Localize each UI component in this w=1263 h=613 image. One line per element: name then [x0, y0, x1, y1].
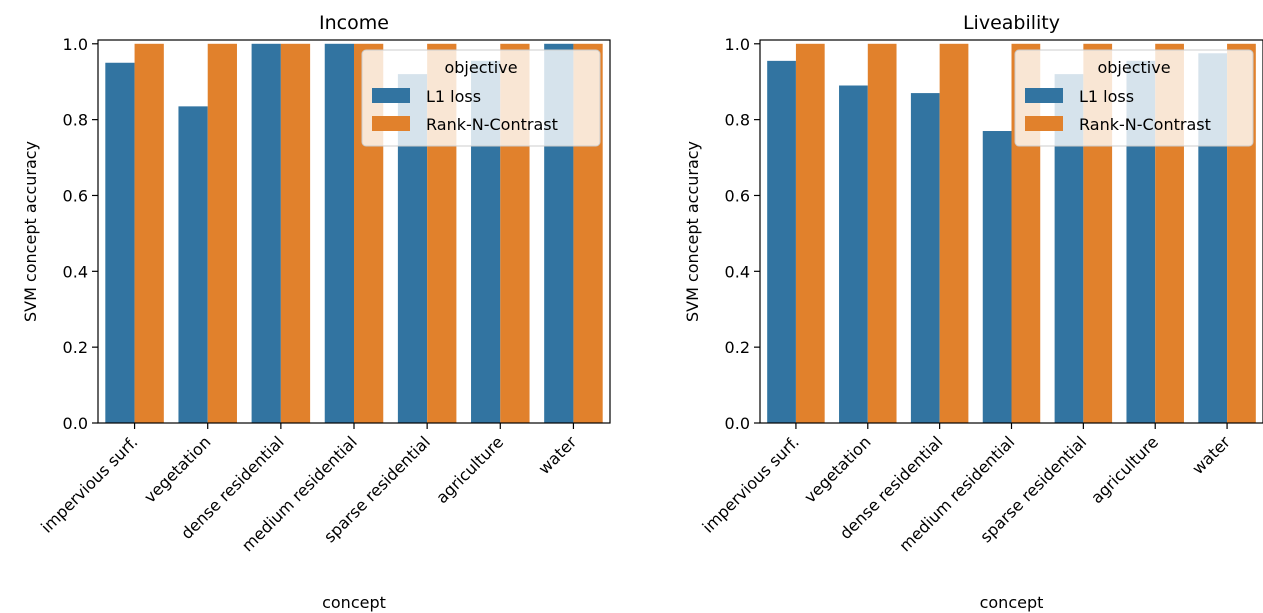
legend-box: [361, 49, 601, 147]
y-axis-label: SVM concept accuracy: [21, 141, 40, 322]
bar: [795, 43, 825, 423]
bar-group: [105, 43, 603, 423]
chart-panel-1: 0.0 0.2 0.4 0.6 0.8 1.0 impervious surf.vegeta…: [21, 12, 611, 612]
legend-label: L1 loss: [1079, 87, 1134, 106]
bar: [207, 43, 237, 423]
chart-title: Income: [319, 12, 389, 34]
legend-swatch: [1025, 88, 1063, 103]
y-tick-label: 1.0: [725, 35, 750, 54]
y-tick-label: 0.6: [725, 186, 750, 205]
bar: [105, 62, 135, 423]
x-tick-label: impervious surf.: [37, 432, 141, 536]
y-tick-label: 0.8: [725, 111, 750, 130]
legend-swatch: [1025, 116, 1063, 131]
x-tick-label: agriculture: [432, 432, 507, 507]
legend-label: Rank-N-Contrast: [426, 115, 558, 134]
legend-swatch: [372, 88, 410, 103]
y-tick-label: 1.0: [63, 35, 88, 54]
bar: [134, 43, 164, 423]
y-tick-label: 0.2: [63, 338, 88, 357]
bar: [867, 43, 897, 423]
bar: [939, 43, 969, 423]
legend-swatch: [372, 116, 410, 131]
x-axis-label: concept: [322, 593, 386, 612]
y-tick-label: 0.4: [725, 262, 750, 281]
y-axis-label: SVM concept accuracy: [683, 141, 702, 322]
chart-panel-2: 0.0 0.2 0.4 0.6 0.8 1.0 impervious surf.vegeta…: [683, 12, 1263, 612]
bar: [324, 43, 354, 423]
x-tick-label: vegetation: [140, 432, 214, 506]
x-tick-label: water: [535, 432, 581, 478]
bar: [178, 106, 208, 423]
y-tick-label: 0.2: [725, 338, 750, 357]
legend-box: [1014, 49, 1254, 147]
legend-title: objective: [1097, 58, 1170, 77]
bar: [767, 60, 796, 423]
x-tick-label: agriculture: [1087, 432, 1162, 507]
legend-label: Rank-N-Contrast: [1079, 115, 1211, 134]
x-tick-label: impervious surf.: [698, 432, 802, 536]
legend-title: objective: [444, 58, 517, 77]
x-axis-label: concept: [980, 593, 1044, 612]
x-tick-label: water: [1188, 432, 1234, 478]
y-tick-label: 0.0: [725, 414, 750, 433]
y-tick-label: 0.4: [63, 262, 88, 281]
x-tick-label: vegetation: [800, 432, 874, 506]
y-tick-label: 0.6: [63, 186, 88, 205]
y-tick-label: 0.8: [63, 111, 88, 130]
bar: [280, 43, 311, 423]
chart-title: Liveability: [963, 12, 1060, 34]
y-tick-label: 0.0: [63, 414, 88, 433]
bar: [982, 131, 1012, 423]
bar: [910, 93, 940, 423]
legend-label: L1 loss: [426, 87, 481, 106]
bar: [839, 85, 868, 423]
bar: [251, 43, 281, 423]
